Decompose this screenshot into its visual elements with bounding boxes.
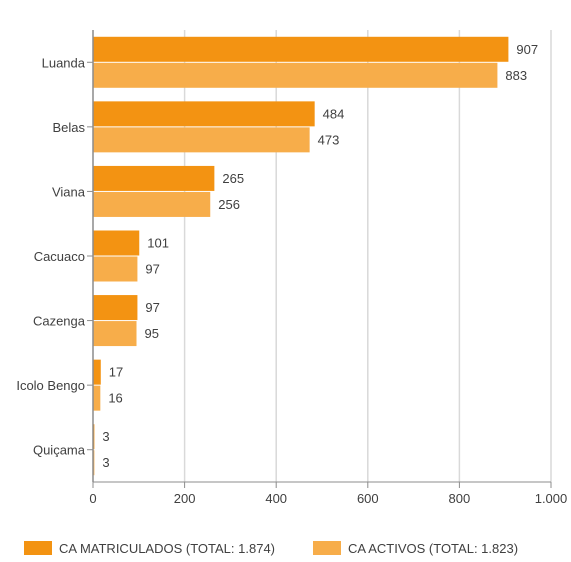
y-axis-tick-labels: Luanda Belas Viana Cacuaco Cazenga Icolo Beng… bbox=[16, 55, 85, 457]
bar-activos bbox=[93, 62, 498, 88]
x-tick-label: 200 bbox=[174, 491, 196, 506]
x-tick-label: 0 bbox=[89, 491, 96, 506]
data-label: 17 bbox=[109, 365, 123, 380]
data-label: 97 bbox=[145, 262, 159, 277]
bars bbox=[93, 36, 509, 476]
bar-activos bbox=[93, 127, 310, 153]
bar-matriculados bbox=[93, 101, 315, 127]
data-label: 265 bbox=[222, 171, 244, 186]
grid-lines bbox=[183, 30, 552, 482]
value-labels: 907 883 484 473 265 256 101 97 97 95 17 16 3 3 bbox=[102, 42, 538, 470]
legend-label: CA MATRICULADOS (TOTAL: 1.874) bbox=[59, 541, 275, 556]
y-tick-label: Luanda bbox=[42, 55, 86, 70]
data-label: 256 bbox=[218, 197, 240, 212]
y-tick-label: Cacuaco bbox=[34, 249, 85, 264]
data-label: 101 bbox=[147, 236, 169, 251]
y-tick-label: Quiçama bbox=[33, 443, 86, 458]
legend-swatch bbox=[24, 541, 52, 555]
data-label: 473 bbox=[318, 132, 340, 147]
bar-matriculados bbox=[93, 36, 509, 62]
data-label: 16 bbox=[108, 391, 122, 406]
data-label: 484 bbox=[323, 106, 345, 121]
data-label: 883 bbox=[505, 68, 527, 83]
data-label: 97 bbox=[145, 300, 159, 315]
x-tick-label: 400 bbox=[265, 491, 287, 506]
x-tick-label: 1.000 bbox=[535, 491, 568, 506]
x-tick-label: 600 bbox=[357, 491, 379, 506]
bar-matriculados bbox=[93, 165, 215, 191]
data-label: 907 bbox=[516, 42, 538, 57]
legend-label: CA ACTIVOS (TOTAL: 1.823) bbox=[348, 541, 518, 556]
data-label: 3 bbox=[102, 429, 109, 444]
bar-activos bbox=[93, 321, 137, 347]
data-label: 3 bbox=[102, 455, 109, 470]
y-tick-label: Cazenga bbox=[33, 314, 86, 329]
bar-activos bbox=[93, 256, 138, 282]
x-axis-tick-labels: 0 200 400 600 800 1.000 bbox=[89, 491, 567, 506]
y-tick-label: Viana bbox=[52, 184, 86, 199]
x-tick-label: 800 bbox=[449, 491, 471, 506]
bar-matriculados bbox=[93, 295, 138, 321]
bar-matriculados bbox=[93, 359, 101, 385]
legend-swatch bbox=[313, 541, 341, 555]
y-tick-label: Belas bbox=[52, 120, 85, 135]
y-tick-label: Icolo Bengo bbox=[16, 378, 85, 393]
axes bbox=[87, 30, 552, 488]
bar-activos bbox=[93, 385, 101, 411]
data-label: 95 bbox=[145, 326, 159, 341]
bar-activos bbox=[93, 191, 211, 217]
bar-matriculados bbox=[93, 230, 140, 256]
legend: CA MATRICULADOS (TOTAL: 1.874) CA ACTIVOS… bbox=[24, 541, 518, 556]
